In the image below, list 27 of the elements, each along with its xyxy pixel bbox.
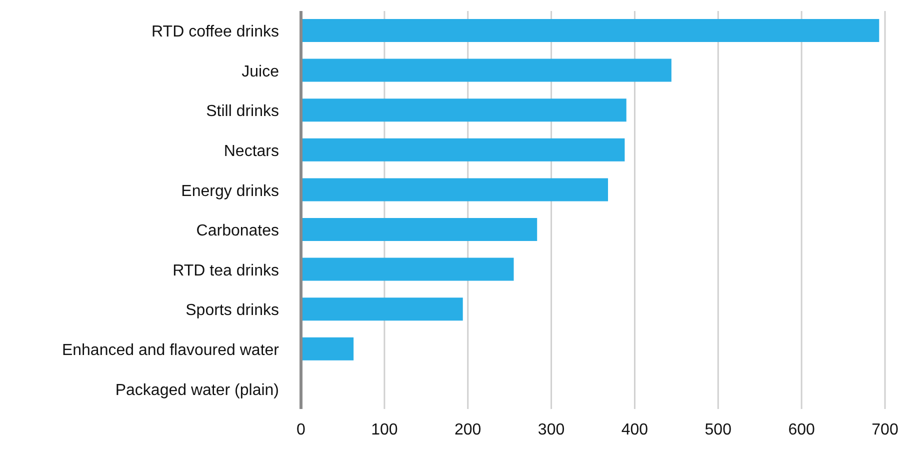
x-tick-label: 700 [872,421,898,438]
bar [301,298,463,321]
x-tick-label: 600 [788,421,816,438]
x-tick-label: 200 [454,421,482,438]
bar [301,258,514,281]
y-tick-label: RTD coffee drinks [152,24,279,41]
bar [301,58,672,82]
x-tick-label: 500 [704,421,732,438]
bar [301,19,880,42]
bar [301,138,625,162]
bar [301,218,538,241]
bar [301,337,354,360]
x-tick-label: 400 [621,421,648,438]
y-tick-label: Sports drinks [186,302,279,320]
x-tick-label: 300 [538,421,565,438]
y-tick-label: Enhanced and flavoured water [62,342,280,359]
y-tick-label: Nectars [224,142,279,160]
y-tick-label: Energy drinks [181,182,279,200]
y-tick-label: Juice [242,63,280,80]
x-tick-label: 100 [371,421,398,438]
y-tick-label: Packaged water (plain) [115,382,279,399]
bar [301,98,626,122]
y-tick-label: Carbonates [196,222,279,240]
x-tick-label: 0 [296,421,306,438]
bar [301,178,608,202]
y-tick-label: RTD tea drinks [172,262,279,280]
y-tick-label: Still drinks [206,103,279,120]
